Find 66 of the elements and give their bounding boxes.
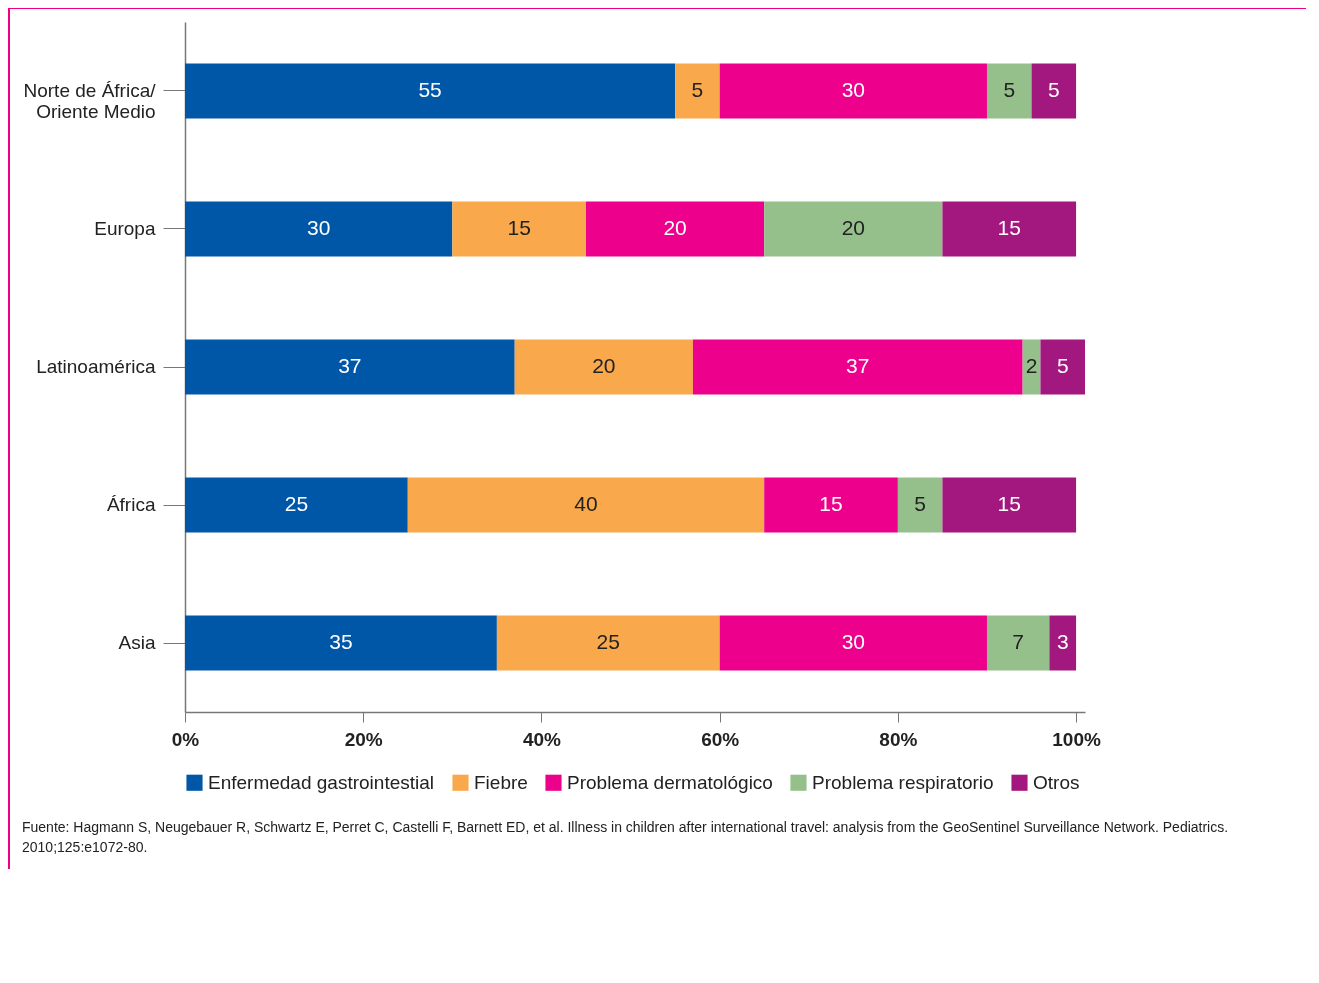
data-label: 5 (914, 492, 926, 515)
data-label: 5 (1047, 78, 1060, 101)
data-label: 35 (329, 630, 353, 653)
legend-label: Fiebre (474, 771, 528, 793)
y-tick-label: África (106, 494, 156, 515)
bar (897, 477, 943, 533)
y-tick-label: Norte de África/ Oriente Medio (23, 80, 157, 122)
bar (514, 339, 693, 395)
data-label: 25 (596, 630, 620, 653)
bar (764, 477, 898, 533)
y-tick-label: Asia (118, 632, 156, 653)
data-label: 30 (306, 216, 331, 239)
data-label: 20 (663, 216, 687, 239)
data-label: 55 (418, 78, 442, 101)
data-label: 15 (997, 216, 1021, 239)
data-label: 5 (1003, 78, 1016, 101)
x-tick-label: 100% (1052, 728, 1101, 750)
bar (1040, 339, 1085, 395)
x-tick-label: 60% (701, 728, 740, 750)
legend-label: Problema respiratorio (812, 771, 994, 793)
data-label: 15 (819, 492, 843, 515)
data-label: 37 (338, 354, 362, 377)
data-label: 40 (574, 492, 598, 515)
bar (185, 339, 515, 395)
bar (496, 615, 720, 671)
bar (675, 63, 720, 119)
bar (986, 615, 1050, 671)
data-label: 7 (1012, 630, 1025, 653)
source-note: Fuente: Hagmann S, Neugebauer R, Schwartz E, Perret C, Castelli F, Barnett ED, et al. Illness in children after international travel: analysis from the GeoSentinel Surveillance Network. Pediatrics. 2010;125:e1072-80. (22, 818, 1230, 857)
bar (692, 339, 1023, 395)
bar (185, 63, 676, 119)
data-label: 25 (284, 492, 309, 515)
data-label: 15 (507, 216, 531, 239)
legend-label: Problema dermatológico (567, 771, 773, 793)
y-tick-label: Europa (94, 218, 156, 239)
data-label: 30 (841, 78, 865, 101)
data-label: 20 (592, 354, 616, 377)
bar (452, 201, 586, 257)
bar (185, 201, 453, 257)
data-label: 2 (1025, 354, 1038, 377)
bar (719, 615, 987, 671)
x-tick-label: 80% (879, 728, 918, 750)
bar (1049, 615, 1077, 671)
bar (942, 477, 1077, 533)
x-tick-label: 40% (522, 728, 562, 750)
legend-label: Otros (1033, 771, 1080, 793)
data-label: 30 (841, 630, 865, 653)
bar (942, 201, 1077, 257)
data-label: 5 (1056, 354, 1069, 377)
data-label: 15 (997, 492, 1021, 515)
bar (764, 201, 943, 257)
data-label: 37 (846, 354, 870, 377)
bar (185, 477, 408, 533)
x-tick-label: 0% (171, 728, 200, 750)
bar (1031, 63, 1077, 119)
data-label: 3 (1056, 630, 1069, 653)
bar (185, 615, 497, 671)
bar (407, 477, 765, 533)
x-tick-label: 20% (344, 728, 383, 750)
bar (719, 63, 987, 119)
y-tick-label: Latinoamérica (36, 356, 156, 377)
bar (585, 201, 765, 257)
legend-label: Enfermedad gastrointestial (208, 771, 435, 793)
data-label: 5 (691, 78, 704, 101)
bar (986, 63, 1032, 119)
data-label: 20 (841, 216, 865, 239)
